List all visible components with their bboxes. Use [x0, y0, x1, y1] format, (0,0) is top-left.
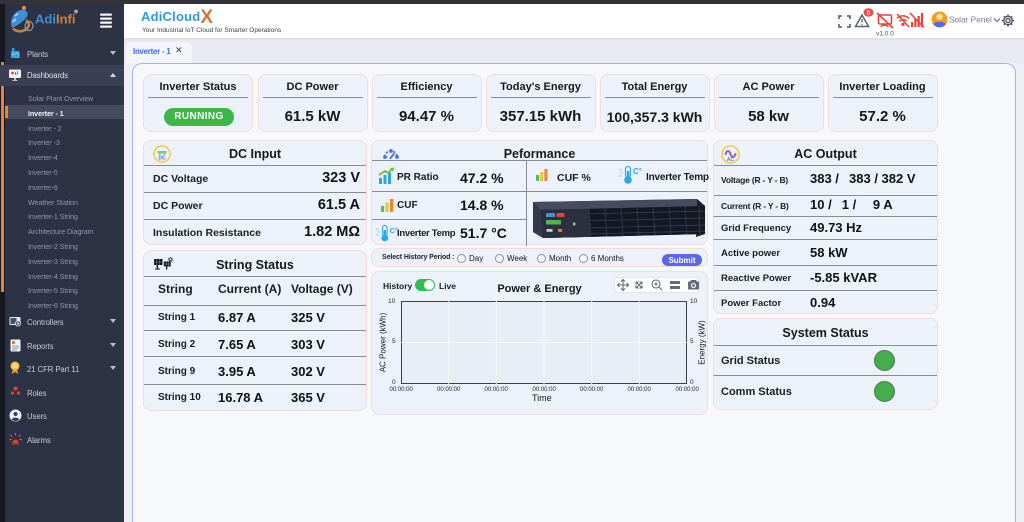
svg-text:Energy (kW): Energy (kW) — [698, 319, 707, 364]
svg-text:C°: C° — [390, 226, 398, 235]
svg-text:AdiInfi: AdiInfi — [35, 12, 75, 27]
svg-text:AC: AC — [727, 157, 735, 163]
svg-text:Solar Penel: Solar Penel — [949, 15, 992, 25]
svg-text:v1.0.0: v1.0.0 — [876, 31, 894, 38]
svg-text:DC: DC — [158, 156, 166, 162]
svg-text:C°: C° — [633, 167, 642, 176]
svg-text:0: 0 — [867, 10, 871, 17]
svg-text:AC Power (kWh): AC Power (kWh) — [379, 312, 388, 372]
